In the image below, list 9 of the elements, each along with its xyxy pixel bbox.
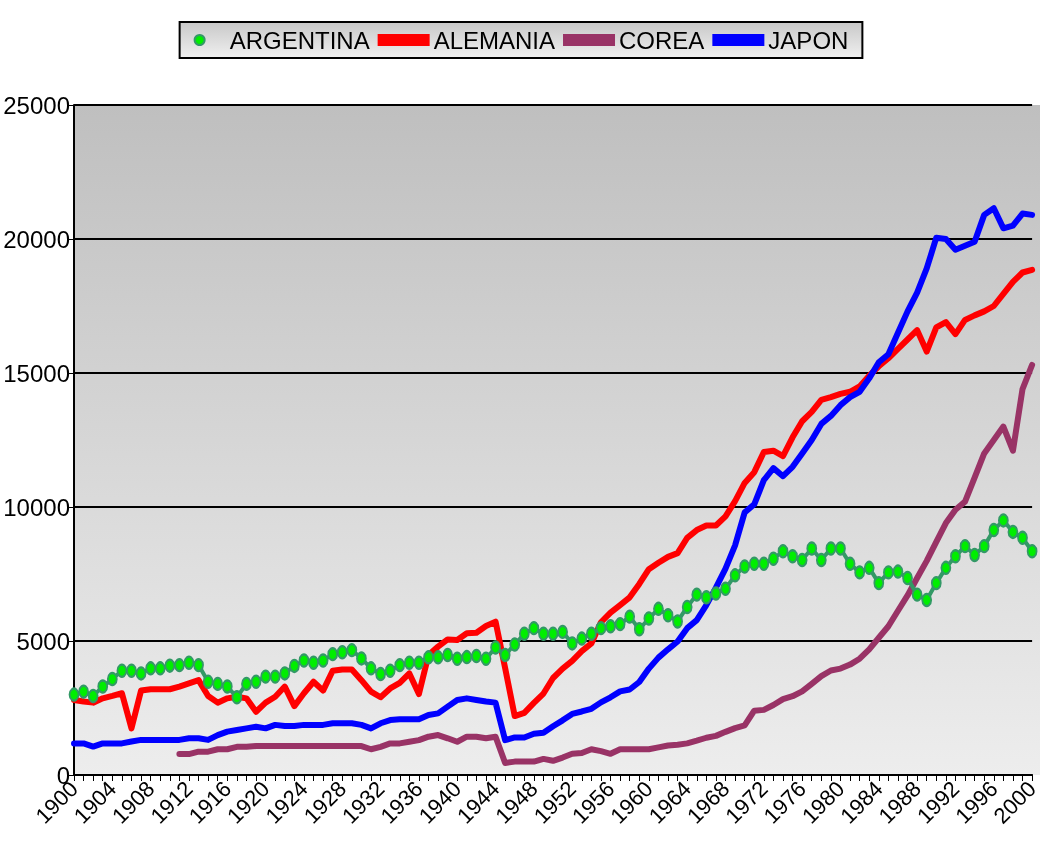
y-tick-label: 5000 bbox=[16, 627, 70, 655]
y-tick-label: 25000 bbox=[3, 91, 70, 119]
legend-label: JAPON bbox=[768, 26, 849, 54]
legend-label: ALEMANIA bbox=[433, 26, 556, 54]
legend-label: COREA bbox=[619, 26, 705, 54]
y-tick-label: 10000 bbox=[3, 493, 70, 521]
legend-label: ARGENTINA bbox=[229, 26, 370, 54]
y-tick-label: 20000 bbox=[3, 225, 70, 253]
y-tick-label: 15000 bbox=[3, 359, 70, 387]
